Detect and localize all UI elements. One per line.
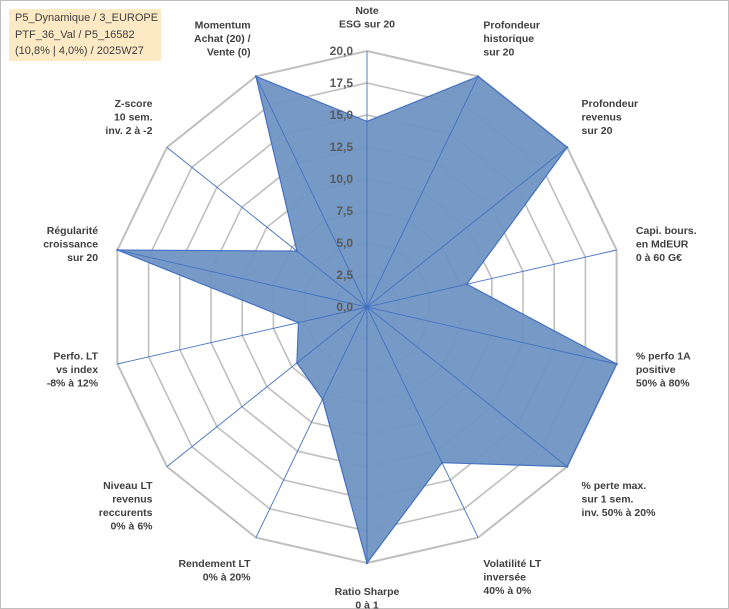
axis-label-line: 0% à 6% [110,520,153,532]
axis-label-line: 50% à 80% [636,378,690,390]
axis-label-line: inv. 50% à 20% [582,507,657,519]
axis-label-line: croissance [43,239,98,251]
tick-label: 0,0 [336,300,353,314]
axis-spoke [166,147,368,308]
axis-label-line: Capi. bours. [636,225,697,237]
data-point [295,249,299,253]
axis-spoke [366,306,479,538]
axis-label: Capi. bours. en MdEUR 0 à 60 G€ [636,225,697,264]
axis-label-line: inv. 2 à -2 [105,125,152,137]
axis-label-line: inversée [483,572,526,584]
axis-label-line: -8% à 12% [47,378,99,390]
axis-label: Perfo. LT vs index -8% à 12% [47,351,99,390]
axis-label-line: Note [355,5,378,17]
data-point [116,248,119,252]
axis-label-line: Régularité [47,225,99,237]
axis-spoke [366,76,479,308]
axis-label-line: Vente (0) [207,47,251,59]
axis-label: % perte max. sur 1 sem. inv. 50% à 20% [582,480,657,519]
axis-label: Ratio Sharpe 0 à 1 [335,586,400,609]
axis-spoke [166,306,368,467]
portfolio-info-box: P5_Dynamique / 3_EUROPE PTF_36_Val / P5_… [9,9,161,61]
axis-spoke [366,249,617,308]
data-point [440,461,444,464]
axis-label-line: 40% à 0% [483,585,532,597]
axis-spoke [255,306,368,538]
portfolio-line-1: P5_Dynamique / 3_EUROPE [15,12,159,24]
axis-label: Volatilité LT inversée 40% à 0% [483,558,542,597]
data-point [365,561,369,565]
data-point [465,283,468,286]
tick-label: 17,5 [330,76,354,90]
axis-label-line: Niveau LT [103,480,153,492]
axis-label: Régularité croissance sur 20 [43,225,98,264]
axis-label-line: sur 20 [582,125,613,137]
axis-label-line: Volatilité LT [483,558,542,570]
axis-label-line: sur 20 [67,252,98,264]
axis-label: % perfo 1A positive 50% à 80% [636,351,691,390]
axis-label-line: Achat (20) / [194,33,251,45]
axis-label-line: sur 20 [483,47,514,59]
axis-label-line: positive [636,364,676,376]
axis-label-line: en MdEUR [636,239,689,251]
axis-label-line: 0 à 60 G€ [636,252,682,264]
axis-label: Momentum Achat (20) / Vente (0) [194,20,251,59]
data-point [615,362,618,366]
axis-label-line: revenus [582,111,622,123]
axis-label-line: Ratio Sharpe [335,586,400,598]
data-point [254,75,258,78]
tick-label: 10,0 [330,172,354,186]
data-point [565,465,569,468]
axis-label-line: Z-score [115,98,153,110]
axis-label-line: sur 1 sem. [582,493,634,505]
axis-label-line: historique [483,33,534,45]
data-point [321,398,324,401]
axis-label: Profondeur revenus sur 20 [582,98,639,137]
axis-label-line: 0 à 1 [355,600,379,609]
radar-spokes [116,51,618,565]
axis-label-line: reccurents [99,507,153,519]
portfolio-line-3: (10,8% | 4,0%) / 2025W27 [15,45,144,57]
axis-label: Niveau LT revenus reccurents 0% à 6% [99,480,153,533]
axis-spoke [255,76,368,308]
axis-label-line: Profondeur [582,98,639,110]
axis-label-line: % perte max. [582,480,647,492]
tick-label: 5,0 [336,236,353,250]
axis-label: Note ESG sur 20 [339,5,395,31]
tick-label: 7,5 [336,204,353,218]
axis-label-line: revenus [112,493,152,505]
data-point [295,361,299,365]
tick-label: 15,0 [330,108,354,122]
axis-label-line: Profondeur [483,20,540,32]
data-point [476,75,480,78]
portfolio-line-2: PTF_36_Val / P5_16582 [15,28,135,41]
radar-axis-labels: Note ESG sur 20 Profondeur historique sur 20… [43,5,696,609]
data-point [565,146,569,149]
axis-label-line: vs index [56,364,98,376]
axis-spoke [117,249,368,308]
tick-label: 20,0 [330,44,354,58]
axis-label-line: Momentum [195,20,251,32]
axis-label-line: % perfo 1A [636,351,691,363]
axis-spoke [117,306,368,365]
axis-spoke [366,147,568,308]
radar-tick-labels: 0,0 2,5 5,0 7,5 10,0 12,5 15,0 17,5 20,0 [330,44,354,314]
axis-label: Profondeur historique sur 20 [483,20,540,59]
axis-label: Rendement LT 0% à 20% [178,558,251,584]
data-point [297,321,300,324]
axis-label-line: ESG sur 20 [339,19,395,31]
axis-label-line: 0% à 20% [203,572,252,584]
axis-label-line: Perfo. LT [53,351,98,363]
tick-label: 12,5 [330,140,354,154]
axis-label: Z-score 10 sem. inv. 2 à -2 [105,98,152,137]
axis-spoke [366,306,617,365]
axis-spoke [366,306,568,467]
axis-label-line: 10 sem. [114,111,153,123]
tick-label: 2,5 [336,268,353,282]
axis-label-line: Rendement LT [178,558,251,570]
data-point [365,120,369,123]
